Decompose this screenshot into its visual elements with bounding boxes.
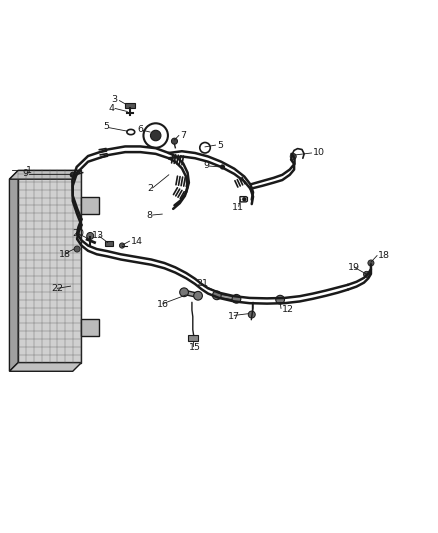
Circle shape xyxy=(171,138,177,144)
Text: 10: 10 xyxy=(313,149,325,157)
Polygon shape xyxy=(184,290,199,298)
Text: 13: 13 xyxy=(92,231,105,239)
Circle shape xyxy=(194,292,202,300)
Circle shape xyxy=(120,243,125,248)
Text: 16: 16 xyxy=(157,300,169,309)
Polygon shape xyxy=(10,362,81,372)
Text: 14: 14 xyxy=(131,237,143,246)
Text: 6: 6 xyxy=(137,125,143,134)
Circle shape xyxy=(150,130,161,141)
Text: 1: 1 xyxy=(26,166,32,175)
Circle shape xyxy=(232,294,241,303)
Polygon shape xyxy=(10,171,81,179)
Text: 19: 19 xyxy=(348,263,360,272)
Circle shape xyxy=(74,246,80,252)
Circle shape xyxy=(212,291,221,300)
Circle shape xyxy=(87,232,94,239)
Circle shape xyxy=(70,172,76,178)
Polygon shape xyxy=(188,335,198,341)
Polygon shape xyxy=(18,171,81,362)
Text: 20: 20 xyxy=(73,229,85,238)
Text: 4: 4 xyxy=(109,104,115,113)
Polygon shape xyxy=(125,103,135,108)
Text: 18: 18 xyxy=(378,251,390,260)
Circle shape xyxy=(180,288,188,297)
Text: 5: 5 xyxy=(103,122,110,131)
Circle shape xyxy=(276,295,285,304)
Circle shape xyxy=(242,197,247,201)
Polygon shape xyxy=(105,241,113,246)
Text: 22: 22 xyxy=(51,284,63,293)
Polygon shape xyxy=(10,171,18,372)
Text: 9: 9 xyxy=(22,169,28,179)
Text: 18: 18 xyxy=(59,250,71,259)
Text: 11: 11 xyxy=(232,203,244,212)
Text: 12: 12 xyxy=(283,305,294,314)
Text: 2: 2 xyxy=(147,184,153,193)
Polygon shape xyxy=(217,294,237,301)
Polygon shape xyxy=(81,197,99,214)
Text: 17: 17 xyxy=(228,312,240,321)
Circle shape xyxy=(368,260,374,266)
Text: 8: 8 xyxy=(147,212,152,220)
Text: 9: 9 xyxy=(204,161,210,170)
Text: 3: 3 xyxy=(111,95,117,104)
Circle shape xyxy=(290,154,296,159)
Text: 21: 21 xyxy=(196,279,208,288)
Circle shape xyxy=(248,311,255,318)
Text: 5: 5 xyxy=(217,141,223,150)
Polygon shape xyxy=(81,319,99,336)
Text: 15: 15 xyxy=(189,343,201,352)
Circle shape xyxy=(364,271,370,277)
Text: 7: 7 xyxy=(180,131,187,140)
Circle shape xyxy=(220,164,225,169)
